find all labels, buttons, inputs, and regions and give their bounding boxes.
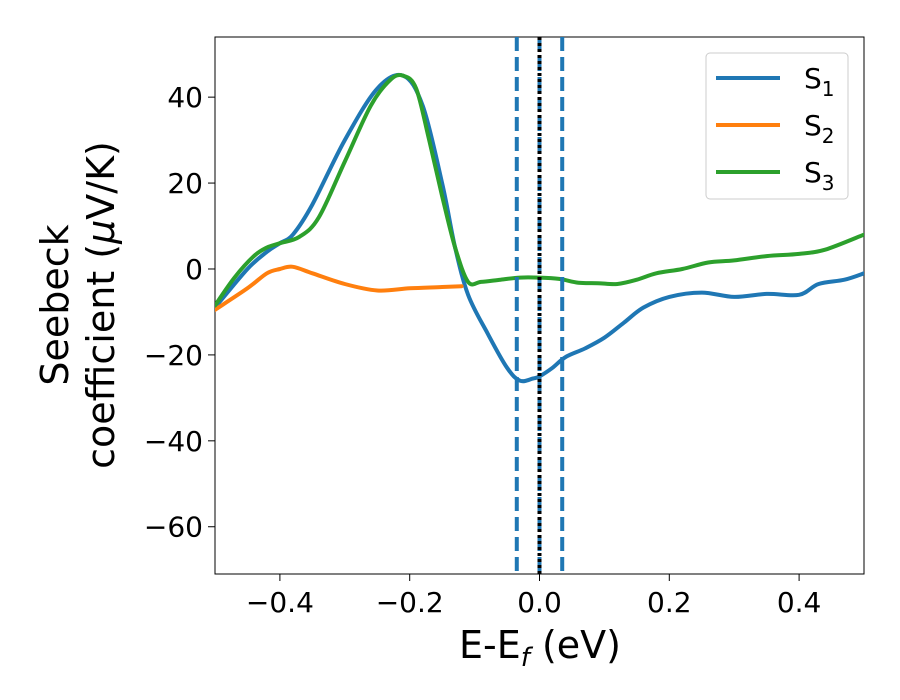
x-tick-label: 0.0 <box>517 586 562 619</box>
y-axis-label-mu: μ <box>79 220 123 245</box>
x-axis-label-tail: (eV) <box>530 623 621 667</box>
y-axis-label-line1: Seebeck <box>33 224 77 385</box>
legend-label-s2: S2 <box>804 109 835 148</box>
y-axis-label-unit: V/K) <box>79 141 123 220</box>
y-tick-label: 20 <box>167 167 203 200</box>
legend-items: S1 S2 S3 <box>716 62 835 195</box>
y-tick-label: −20 <box>144 339 203 372</box>
y-tick-label: −60 <box>144 511 203 544</box>
series-layer <box>215 72 864 384</box>
x-axis-ticks: −0.4 −0.2 0.0 0.2 0.4 <box>246 574 821 619</box>
x-axis-label: E-Ef (eV) <box>459 623 621 673</box>
y-tick-label: 40 <box>167 81 203 114</box>
y-axis-label-line2: coefficient (μV/K) <box>79 141 123 469</box>
x-tick-label: −0.2 <box>376 586 444 619</box>
x-tick-label: −0.4 <box>246 586 314 619</box>
y-axis-label-line2-text: coefficient ( <box>79 244 123 469</box>
legend-label-s3: S3 <box>804 156 835 195</box>
y-axis-ticks: −60 −40 −20 0 20 40 <box>144 81 215 544</box>
x-tick-label: 0.2 <box>647 586 692 619</box>
legend: S1 S2 S3 <box>705 52 849 200</box>
x-tick-label: 0.4 <box>777 586 822 619</box>
legend-label-s1: S1 <box>804 62 835 101</box>
x-axis-label-main: E-E <box>459 623 521 667</box>
y-tick-label: 0 <box>185 253 203 286</box>
y-tick-label: −40 <box>144 425 203 458</box>
series-line-s2 <box>215 264 464 312</box>
series-line-s3 <box>215 73 864 308</box>
series-line-s1 <box>215 72 864 384</box>
vline-layer <box>514 37 565 574</box>
y-axis-label: Seebeck coefficient (μV/K) <box>33 141 123 469</box>
